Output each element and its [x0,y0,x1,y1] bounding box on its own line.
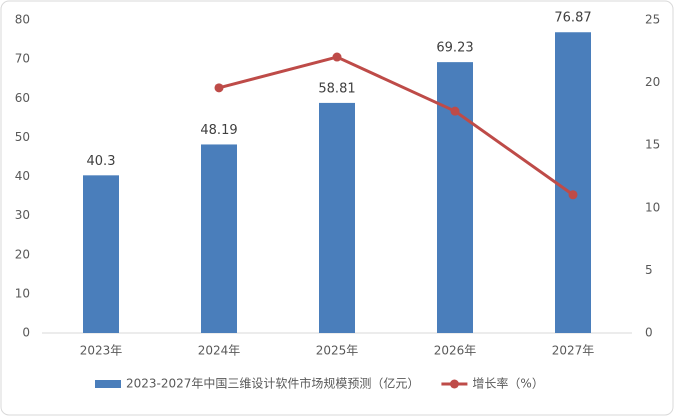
value-label: 48.19 [200,123,237,138]
y-tick-label: 0 [22,326,30,340]
y2-tick-label: 20 [645,75,660,89]
bar [201,144,237,333]
value-label: 69.23 [436,41,473,56]
value-label: 58.81 [318,81,355,96]
x-tick-label: 2026年 [434,344,477,358]
bar [83,175,119,333]
x-tick-label: 2024年 [198,344,241,358]
value-label: 76.87 [554,11,591,26]
y-tick-label: 50 [15,130,30,144]
y-tick-label: 20 [15,247,30,261]
x-tick-label: 2025年 [316,344,359,358]
line-point [568,190,578,200]
x-tick-label: 2023年 [80,344,123,358]
legend-label: 增长率（%） [472,376,543,391]
bar [437,62,473,333]
y2-tick-label: 15 [645,138,660,152]
line-point [332,52,342,62]
y-tick-label: 30 [15,208,30,222]
line-point [214,83,224,93]
legend-swatch [449,379,459,389]
y-tick-label: 10 [15,286,30,300]
value-label: 40.3 [87,154,116,169]
y-tick-label: 80 [15,13,30,27]
y-tick-label: 70 [15,52,30,66]
y2-tick-label: 10 [645,200,660,214]
legend-swatch [95,380,121,388]
y-tick-label: 60 [15,91,30,105]
legend-label: 2023-2027年中国三维设计软件市场规模预测（亿元） [126,376,419,391]
bar [555,32,591,333]
line [218,55,574,197]
x-tick-label: 2027年 [552,344,595,358]
y-tick-label: 40 [15,169,30,183]
line-point [450,106,460,116]
y2-tick-label: 25 [645,13,660,27]
y2-tick-label: 0 [645,326,653,340]
y2-tick-label: 5 [645,263,653,277]
bar [319,102,355,333]
